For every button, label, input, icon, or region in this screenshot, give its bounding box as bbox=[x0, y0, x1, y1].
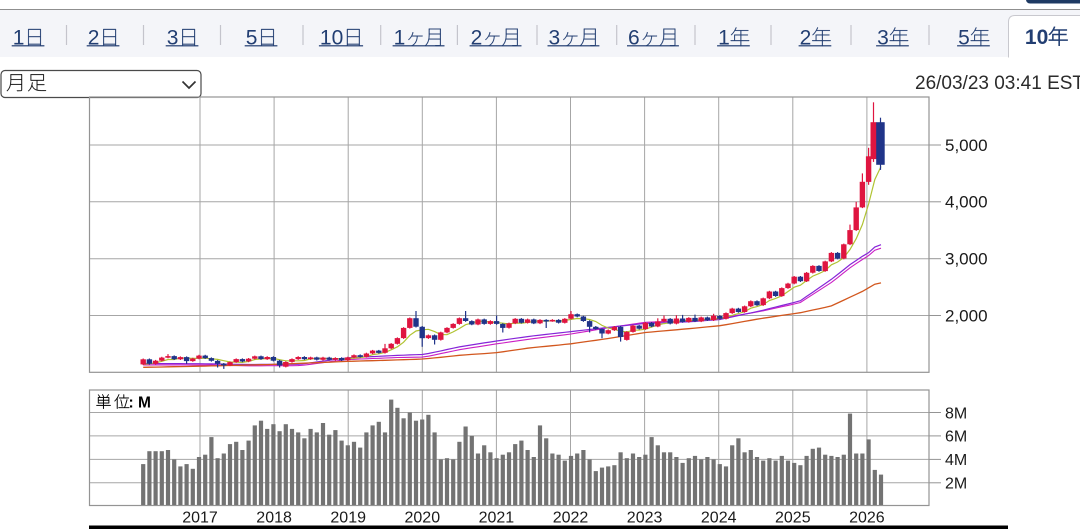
svg-text:3,000: 3,000 bbox=[945, 250, 988, 269]
svg-text:10: 10 bbox=[1025, 26, 1048, 49]
svg-text:1: 1 bbox=[718, 27, 730, 50]
svg-text:8M: 8M bbox=[945, 405, 967, 422]
svg-text:5: 5 bbox=[958, 27, 970, 50]
svg-text:2025: 2025 bbox=[775, 509, 811, 526]
svg-text:2019: 2019 bbox=[330, 509, 366, 526]
svg-text:2022: 2022 bbox=[553, 509, 589, 526]
svg-text:3: 3 bbox=[549, 27, 561, 50]
svg-text:2,000: 2,000 bbox=[945, 306, 988, 325]
svg-text:4M: 4M bbox=[945, 452, 967, 469]
svg-text:6M: 6M bbox=[945, 429, 967, 446]
svg-text:5,000: 5,000 bbox=[945, 136, 988, 155]
svg-text:2017: 2017 bbox=[182, 509, 218, 526]
svg-text:3: 3 bbox=[877, 27, 889, 50]
svg-text:2026: 2026 bbox=[849, 509, 885, 526]
svg-text:5: 5 bbox=[246, 27, 258, 50]
svg-text:2: 2 bbox=[471, 27, 483, 50]
svg-text:3: 3 bbox=[167, 27, 179, 50]
svg-text:2: 2 bbox=[800, 27, 812, 50]
svg-text:2023: 2023 bbox=[627, 509, 663, 526]
svg-text:2M: 2M bbox=[945, 476, 967, 493]
svg-text:10: 10 bbox=[320, 27, 343, 50]
svg-text:6: 6 bbox=[628, 27, 640, 50]
svg-text:4,000: 4,000 bbox=[945, 193, 988, 212]
svg-text:2018: 2018 bbox=[256, 509, 292, 526]
svg-text:2021: 2021 bbox=[479, 509, 515, 526]
svg-text:1: 1 bbox=[394, 27, 406, 50]
svg-text:26/03/23 03:41 EST: 26/03/23 03:41 EST bbox=[915, 73, 1080, 94]
svg-text:: M: : M bbox=[129, 395, 151, 412]
svg-text:2024: 2024 bbox=[701, 509, 737, 526]
svg-text:2020: 2020 bbox=[405, 509, 441, 526]
svg-text:1: 1 bbox=[13, 27, 25, 50]
svg-text:2: 2 bbox=[88, 27, 100, 50]
